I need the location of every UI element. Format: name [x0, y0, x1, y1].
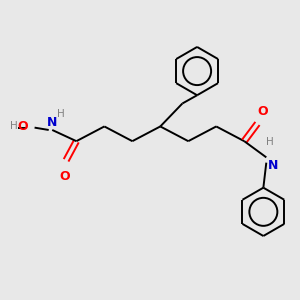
Text: H: H: [10, 121, 18, 131]
Text: H: H: [57, 109, 65, 119]
Text: N: N: [268, 159, 278, 172]
Text: O: O: [257, 105, 268, 118]
Text: O: O: [17, 120, 28, 133]
Text: N: N: [47, 116, 57, 128]
Text: H: H: [266, 137, 274, 147]
Text: O: O: [59, 170, 70, 183]
